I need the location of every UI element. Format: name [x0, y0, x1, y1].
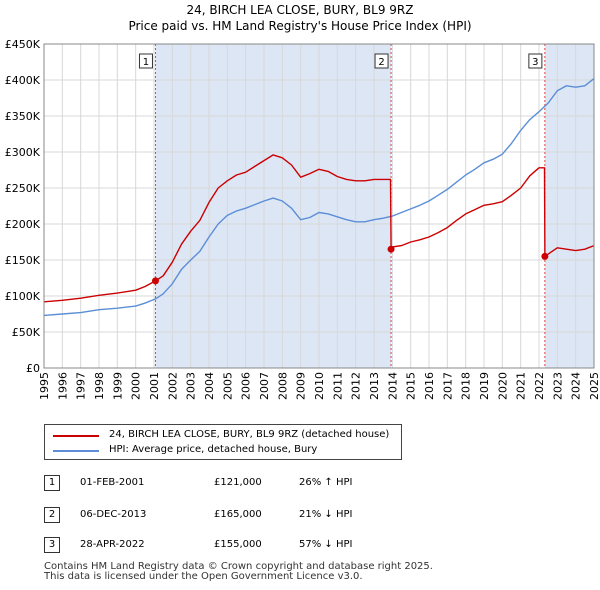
legend-swatch-hpi [53, 450, 99, 452]
x-tick-label: 2006 [240, 372, 253, 400]
transaction-marker: 2 [44, 507, 60, 523]
sale-label-box [528, 53, 543, 69]
y-tick-label: £300K [5, 146, 41, 159]
transaction-marker: 3 [44, 537, 60, 553]
transaction-row: 3 28-APR-2022 £155,000 57% ↓ HPI [44, 537, 444, 553]
x-tick-label: 2015 [405, 372, 418, 400]
transaction-marker: 1 [44, 475, 60, 491]
sale-point [151, 277, 159, 285]
x-tick-label: 1999 [111, 372, 124, 400]
x-tick-label: 2003 [185, 372, 198, 400]
transaction-date: 06-DEC-2013 [80, 509, 147, 520]
sale-label: 3 [532, 57, 538, 68]
legend: 24, BIRCH LEA CLOSE, BURY, BL9 9RZ (deta… [44, 424, 402, 460]
series-line-property [43, 154, 595, 303]
chart-subtitle: Price paid vs. HM Land Registry's House … [128, 19, 472, 33]
transaction-date: 28-APR-2022 [80, 539, 145, 550]
x-tick-label: 2019 [478, 372, 491, 400]
transaction-price: £165,000 [214, 509, 262, 520]
x-tick-label: 2010 [313, 372, 326, 400]
y-tick-label: £350K [5, 110, 41, 123]
legend-swatch-property [53, 435, 99, 437]
sale-label: 2 [378, 57, 384, 68]
sale-point [541, 252, 549, 260]
x-tick-label: 2020 [496, 372, 509, 400]
x-tick-label: 2016 [423, 372, 436, 400]
x-tick-label: 2022 [533, 372, 546, 400]
transaction-row: 2 06-DEC-2013 £165,000 21% ↓ HPI [44, 507, 444, 523]
sale-label-box [138, 53, 153, 69]
x-tick-label: 2017 [441, 372, 454, 400]
x-tick-label: 2025 [588, 372, 600, 400]
legend-label-hpi: HPI: Average price, detached house, Bury [109, 444, 318, 455]
x-tick-label: 2011 [331, 372, 344, 400]
shaded-range [544, 44, 594, 368]
price-chart: 1 2 3 £0 £50K £100K £150K £200K £250K £300K £350K £… [5, 38, 600, 400]
transaction-hpi-delta: 26% ↑ HPI [299, 477, 353, 488]
x-tick-label: 2008 [276, 372, 289, 400]
x-tick-label: 2018 [460, 372, 473, 400]
transaction-date: 01-FEB-2001 [80, 477, 145, 488]
sale-point [387, 245, 395, 253]
footer: Contains HM Land Registry data © Crown c… [44, 562, 433, 582]
x-tick-label: 1996 [56, 372, 69, 400]
transaction-hpi-delta: 57% ↓ HPI [299, 539, 353, 550]
sale-label: 1 [143, 57, 149, 68]
x-tick-label: 2004 [203, 372, 216, 400]
x-tick-label: 2012 [350, 372, 363, 400]
x-tick-label: 1995 [38, 372, 51, 400]
y-tick-label: £100K [5, 290, 41, 303]
legend-label-property: 24, BIRCH LEA CLOSE, BURY, BL9 9RZ (deta… [109, 429, 390, 440]
x-tick-label: 1998 [93, 372, 106, 400]
y-tick-label: £0 [26, 362, 40, 375]
transaction-row: 1 01-FEB-2001 £121,000 26% ↑ HPI [44, 475, 444, 491]
sale-label-box [374, 53, 389, 69]
y-tick-label: £200K [5, 218, 41, 231]
transaction-hpi-delta: 21% ↓ HPI [299, 509, 353, 520]
x-tick-label: 2013 [368, 372, 381, 400]
plot-frame [43, 43, 595, 369]
chart-title: 24, BIRCH LEA CLOSE, BURY, BL9 9RZ [186, 3, 414, 17]
x-tick-label: 2007 [258, 372, 271, 400]
x-tick-label: 2021 [515, 372, 528, 400]
transaction-price: £155,000 [214, 539, 262, 550]
shaded-range [155, 44, 392, 368]
footer-license: This data is licensed under the Open Gov… [44, 571, 363, 582]
y-tick-label: £50K [12, 326, 41, 339]
x-tick-label: 2001 [148, 372, 161, 400]
x-tick-label: 2002 [166, 372, 179, 400]
x-tick-label: 1997 [75, 372, 88, 400]
x-tick-label: 2014 [386, 372, 399, 400]
x-tick-label: 2023 [551, 372, 564, 400]
x-tick-label: 2000 [130, 372, 143, 400]
footer-copyright: Contains HM Land Registry data © Crown c… [44, 561, 433, 572]
x-tick-label: 2024 [570, 372, 583, 400]
x-tick-label: 2005 [221, 372, 234, 400]
transaction-price: £121,000 [214, 477, 262, 488]
x-tick-label: 2009 [295, 372, 308, 400]
y-tick-label: £250K [5, 182, 41, 195]
y-tick-label: £400K [5, 74, 41, 87]
y-tick-label: £150K [5, 254, 41, 267]
y-tick-label: £450K [5, 38, 41, 51]
series-line-hpi [43, 78, 595, 317]
